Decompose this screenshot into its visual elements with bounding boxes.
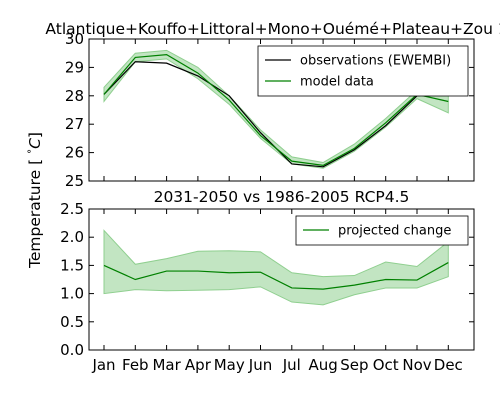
y-tick-label: 1.5 xyxy=(60,256,84,274)
y-tick-label: 25 xyxy=(65,172,84,190)
x-tick-label: May xyxy=(214,356,245,374)
y-tick-label: 27 xyxy=(65,115,84,133)
plot-frame xyxy=(88,208,475,351)
legend-entry: observations (EWEMBI) xyxy=(300,54,451,69)
series-band-1 xyxy=(103,229,449,306)
legend: projected change xyxy=(295,215,469,246)
x-tick-label: Feb xyxy=(122,356,149,374)
panel-1: 25 26 27 28 29 30Atlantique+Kouffo+Littoral+M… xyxy=(45,20,500,190)
legend: observations (EWEMBI) model data xyxy=(257,45,469,97)
x-tick-label: Apr xyxy=(185,356,212,374)
x-tick-label: Jun xyxy=(248,356,272,374)
legend-box xyxy=(257,45,469,97)
y-tick-label: 2.5 xyxy=(60,200,84,218)
series-line-1 xyxy=(103,262,449,290)
plot-frame xyxy=(88,38,475,182)
x-tick-label: Aug xyxy=(308,356,337,374)
x-tick-label: Jul xyxy=(282,356,301,374)
legend-entry: model data xyxy=(300,75,374,90)
y-tick-label: 29 xyxy=(65,58,84,76)
x-tick-label: Jan xyxy=(91,356,115,374)
y-tick-label: 0.5 xyxy=(60,313,84,331)
y-tick-label: 0.0 xyxy=(60,341,84,359)
x-tick-label: Mar xyxy=(152,356,181,374)
x-tick-label: Nov xyxy=(402,356,431,374)
legend-entry: projected change xyxy=(338,224,451,239)
x-tick-label: Oct xyxy=(373,356,399,374)
series-line-2 xyxy=(103,54,449,167)
y-tick-label: 2.0 xyxy=(60,228,84,246)
x-tick-label: Sep xyxy=(340,356,368,374)
y-tick-label: 1.0 xyxy=(60,285,84,303)
x-tick-label: Dec xyxy=(434,356,463,374)
chart-title: 2031-2050 vs 1986-2005 RCP4.5 xyxy=(154,188,410,206)
chart-title: Atlantique+Kouffo+Littoral+Mono+Ouémé+Pl… xyxy=(45,20,500,38)
y-tick-label: 30 xyxy=(65,30,84,48)
y-tick-label: 26 xyxy=(65,144,84,162)
panel-2: 0.0 0.5 1.0 1.5 2.0 2.5 Jan Feb Mar Apr May Jun Jul A… xyxy=(60,188,475,374)
y-tick-label: 28 xyxy=(65,87,84,105)
y-axis-label: Temperature [ °C] xyxy=(26,132,44,269)
